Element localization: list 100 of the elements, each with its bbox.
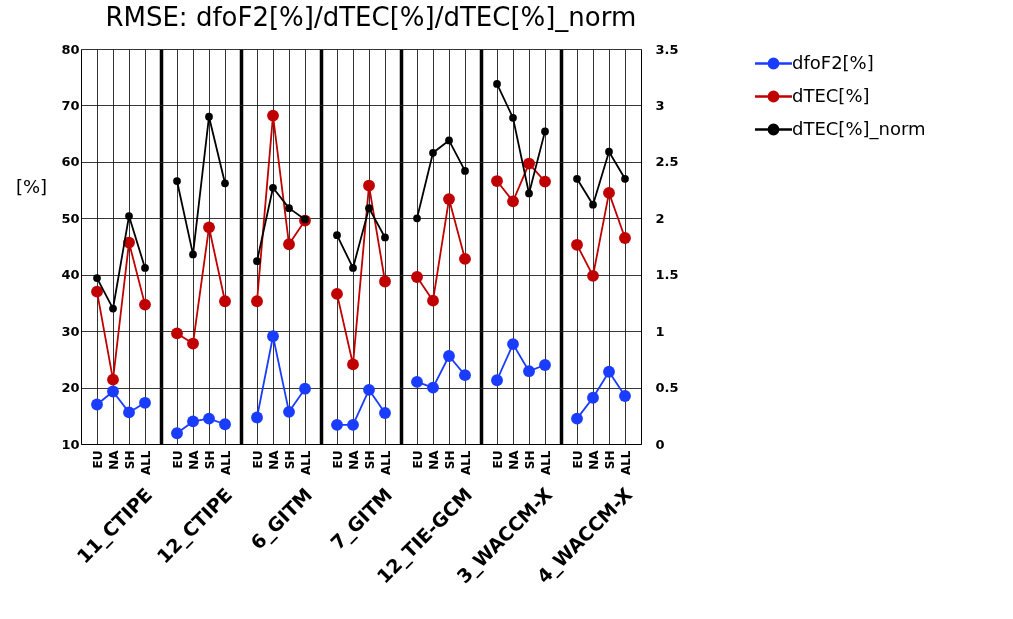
x-tick-label: NA (506, 449, 521, 470)
point (333, 231, 341, 240)
x-tick-label: ALL (538, 450, 553, 476)
point (587, 391, 599, 404)
y-tick-label: 70 (61, 97, 80, 113)
point (379, 407, 391, 419)
point (539, 359, 551, 371)
point (125, 212, 133, 220)
y-tick-label: 80 (61, 41, 80, 57)
y2-tick-label: 2.5 (655, 154, 679, 170)
point (541, 127, 549, 136)
y-tick-label: 20 (61, 380, 80, 396)
point (619, 390, 631, 402)
y-tick-label: 50 (61, 210, 80, 226)
point (203, 221, 215, 234)
point (459, 369, 471, 382)
point (587, 269, 599, 282)
point (267, 330, 279, 343)
x-tick-label: EU (570, 450, 585, 469)
point (251, 411, 263, 424)
point (139, 298, 151, 311)
point (507, 338, 519, 351)
point (187, 415, 199, 428)
y-axis-title: [%] (15, 176, 48, 197)
point (107, 373, 119, 386)
point (493, 80, 501, 88)
point (283, 405, 295, 418)
point (381, 233, 389, 242)
point (283, 238, 295, 251)
y-tick-label: 10 (61, 436, 80, 452)
x-tick-label: EU (410, 450, 425, 469)
point (363, 383, 375, 396)
point (331, 418, 343, 431)
point (507, 195, 519, 208)
legend-label: dfoF2[%] (792, 51, 874, 73)
legend-label: dTEC[%] (792, 84, 870, 106)
point (269, 183, 277, 192)
x-tick-label: ALL (138, 450, 153, 476)
point (621, 174, 629, 183)
x-tick-label: NA (426, 449, 441, 470)
point (331, 288, 343, 300)
point (189, 250, 197, 259)
x-tick-label: SH (122, 450, 137, 470)
x-tick-label: SH (602, 450, 617, 470)
point (141, 264, 149, 272)
x-tick-label: SH (522, 450, 537, 470)
point (203, 412, 215, 425)
point (427, 381, 439, 394)
point (363, 179, 375, 192)
point (107, 385, 119, 398)
point (91, 398, 103, 411)
x-tick-label: SH (202, 450, 217, 470)
x-tick-label: NA (346, 449, 361, 470)
point (539, 175, 551, 188)
point (123, 406, 135, 419)
point (285, 204, 293, 212)
y2-tick-label: 3.5 (655, 41, 679, 57)
point (205, 112, 213, 121)
x-tick-label: NA (106, 449, 121, 470)
point (523, 365, 535, 378)
point (251, 295, 263, 308)
point (491, 175, 503, 187)
point (267, 109, 279, 122)
x-tick-label: NA (586, 449, 601, 470)
point (171, 327, 183, 340)
x-tick-label: SH (282, 450, 297, 470)
y2-tick-label: 3 (655, 97, 665, 113)
point (349, 264, 357, 272)
point (571, 412, 583, 425)
point (525, 189, 533, 198)
y-tick-label: 40 (61, 267, 80, 283)
point (411, 376, 423, 388)
point (187, 337, 199, 350)
x-tick-label: EU (250, 450, 265, 469)
point (91, 285, 103, 298)
point (509, 113, 517, 122)
point (603, 186, 615, 199)
point (365, 204, 373, 212)
point (219, 295, 231, 308)
x-tick-label: ALL (458, 450, 473, 476)
point (347, 418, 359, 431)
point (411, 271, 423, 283)
point (619, 232, 631, 244)
x-tick-label: SH (362, 450, 377, 470)
point (589, 200, 597, 209)
y-tick-label: 30 (61, 323, 80, 339)
x-tick-label: EU (90, 450, 105, 469)
chart-title: RMSE: dfoF2[%]/dTEC[%]/dTEC[%]_norm (105, 2, 637, 32)
x-tick-label: ALL (378, 450, 393, 476)
point (413, 214, 421, 223)
y2-tick-label: 0.5 (655, 380, 679, 396)
point (139, 396, 151, 409)
point (443, 350, 455, 362)
point (171, 427, 183, 440)
point (109, 304, 117, 313)
y2-tick-label: 0 (655, 436, 665, 452)
y2-tick-label: 1.5 (655, 267, 679, 283)
x-tick-label: NA (266, 449, 281, 470)
point (443, 193, 455, 205)
point (573, 174, 581, 183)
